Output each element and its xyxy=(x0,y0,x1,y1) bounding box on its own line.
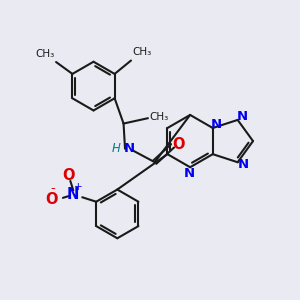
Text: +: + xyxy=(74,182,83,193)
Text: O: O xyxy=(45,192,57,207)
Text: N: N xyxy=(211,118,222,131)
Text: N: N xyxy=(124,142,135,155)
Text: CH₃: CH₃ xyxy=(35,49,55,59)
Text: H: H xyxy=(112,142,121,155)
Text: N: N xyxy=(237,158,249,171)
Text: O: O xyxy=(172,137,185,152)
Text: CH₃: CH₃ xyxy=(149,112,169,122)
Text: CH₃: CH₃ xyxy=(133,47,152,57)
Text: O: O xyxy=(63,168,75,183)
Text: N: N xyxy=(184,167,195,180)
Text: -: - xyxy=(51,182,56,195)
Text: N: N xyxy=(67,187,80,202)
Text: N: N xyxy=(236,110,248,123)
